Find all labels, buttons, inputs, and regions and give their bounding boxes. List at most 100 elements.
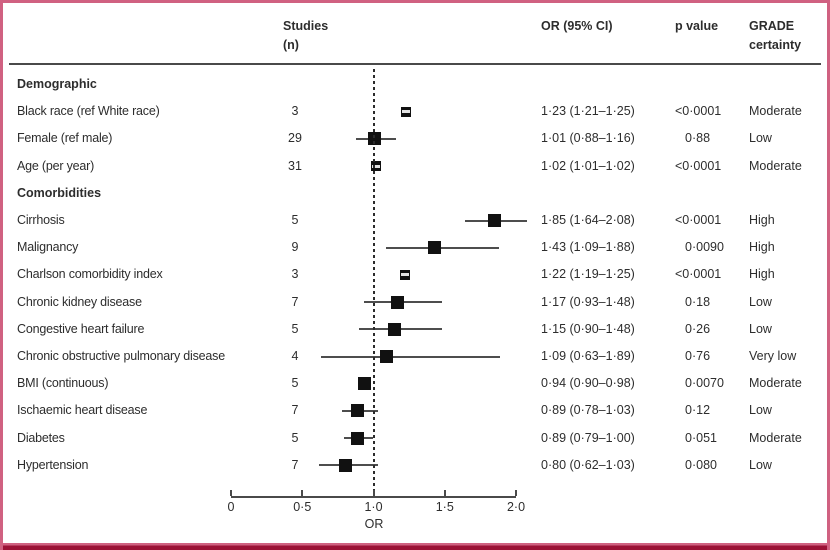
p-value: 0·051 bbox=[685, 430, 717, 445]
studies-count: 5 bbox=[291, 376, 299, 391]
group-header-label: Comorbidities bbox=[17, 185, 102, 200]
p-value: 0·26 bbox=[685, 321, 711, 336]
point-marker-ci-stripe bbox=[400, 273, 409, 277]
grade-certainty-value: Low bbox=[749, 131, 772, 146]
studies-count: 3 bbox=[291, 267, 299, 282]
grade-certainty-value: Very low bbox=[749, 349, 797, 363]
forest-row: Congestive heart failure 5 1·15 (0·90–1·48… bbox=[3, 316, 827, 343]
studies-count: 4 bbox=[291, 349, 299, 363]
point-marker bbox=[391, 295, 405, 309]
column-header-studies-line1: Studies bbox=[283, 19, 329, 33]
axis-tick-label: 1·0 bbox=[364, 500, 383, 514]
or-ci-value: 1·22 (1·19–1·25) bbox=[541, 267, 635, 282]
or-ci-value: 1·15 (0·90–1·48) bbox=[541, 321, 635, 336]
p-value: 0·12 bbox=[685, 403, 711, 418]
row-label: Age (per year) bbox=[17, 158, 95, 173]
row-label: Charlson comorbidity index bbox=[17, 267, 163, 282]
x-axis-tick bbox=[372, 490, 375, 496]
x-axis-tick bbox=[230, 490, 232, 496]
axis-tick-label: 2·0 bbox=[506, 500, 526, 514]
or-ci-value: 1·02 (1·01–1·02) bbox=[541, 158, 635, 173]
axis-tick-label: 0 bbox=[227, 500, 235, 514]
forest-row: Chronic kidney disease 7 1·17 (0·93–1·48) 0… bbox=[3, 289, 827, 316]
grade-certainty-value: Moderate bbox=[749, 158, 802, 173]
group-header-label: Demographic bbox=[17, 77, 97, 91]
row-label: Cirrhosis bbox=[17, 213, 65, 227]
reference-line-dotted bbox=[372, 69, 375, 496]
row-label: Chronic kidney disease bbox=[17, 294, 142, 309]
grade-certainty-value: Low bbox=[749, 403, 772, 418]
forest-row: Cirrhosis 5 1·85 (1·64–2·08) <0·0001 High bbox=[3, 207, 827, 234]
studies-count: 3 bbox=[291, 104, 299, 119]
or-ci-value: 1·43 (1·09–1·88) bbox=[541, 240, 635, 255]
point-marker bbox=[428, 241, 442, 255]
row-label: Black race (ref White race) bbox=[17, 104, 160, 119]
p-value: 0·080 bbox=[685, 457, 717, 472]
forest-row: Chronic obstructive pulmonary disease 4 1·… bbox=[3, 343, 827, 370]
forest-row: BMI (continuous) 5 0·94 (0·90–0·98) 0·0070 M… bbox=[3, 370, 827, 397]
forest-row: Charlson comorbidity index 3 1·22 (1·19–1·… bbox=[3, 261, 827, 288]
row-label: Ischaemic heart disease bbox=[17, 403, 148, 418]
point-marker bbox=[401, 106, 412, 117]
p-value: <0·0001 bbox=[675, 213, 722, 227]
axis-tick-label: 1·5 bbox=[435, 500, 454, 514]
point-marker bbox=[399, 269, 410, 280]
bottom-red-rule bbox=[3, 543, 827, 550]
studies-count: 5 bbox=[291, 213, 299, 227]
row-label: Hypertension bbox=[17, 457, 89, 472]
row-label: Diabetes bbox=[17, 430, 65, 445]
p-value: <0·0001 bbox=[675, 104, 722, 119]
forest-row: Female (ref male) 29 1·01 (0·88–1·16) 0·88 L… bbox=[3, 125, 827, 152]
x-axis-title: OR bbox=[364, 517, 384, 531]
p-value: 0·0070 bbox=[685, 376, 724, 391]
forest-row: Black race (ref White race) 3 1·23 (1·21–1… bbox=[3, 98, 827, 125]
row-label: Chronic obstructive pulmonary disease bbox=[17, 349, 225, 363]
grade-certainty-value: Low bbox=[749, 321, 772, 336]
or-ci-value: 1·17 (0·93–1·48) bbox=[541, 294, 635, 309]
or-ci-value: 1·09 (0·63–1·89) bbox=[541, 349, 635, 363]
grade-certainty-value: High bbox=[749, 267, 775, 282]
or-ci-value: 0·89 (0·79–1·00) bbox=[541, 430, 635, 445]
point-marker bbox=[351, 431, 365, 445]
point-marker bbox=[351, 404, 365, 418]
column-header-studies-line2: (n) bbox=[283, 38, 299, 52]
x-axis-tick bbox=[515, 490, 517, 496]
studies-count: 5 bbox=[291, 430, 299, 445]
row-label: Malignancy bbox=[17, 240, 79, 255]
column-header-grade: GRADE certainty bbox=[749, 17, 801, 55]
studies-count: 29 bbox=[288, 131, 302, 146]
column-header-grade-line1: GRADE bbox=[749, 19, 795, 33]
grade-certainty-value: Moderate bbox=[749, 104, 802, 119]
p-value: <0·0001 bbox=[675, 158, 722, 173]
column-header-studies: Studies (n) bbox=[283, 17, 328, 55]
or-ci-value: 1·23 (1·21–1·25) bbox=[541, 104, 635, 119]
grade-certainty-value: High bbox=[749, 213, 775, 227]
grade-certainty-value: High bbox=[749, 240, 775, 255]
p-value: 0·88 bbox=[685, 131, 711, 146]
row-label: Congestive heart failure bbox=[17, 321, 145, 336]
studies-count: 5 bbox=[291, 321, 299, 336]
point-marker bbox=[488, 214, 502, 227]
studies-count: 7 bbox=[291, 294, 299, 309]
column-header-grade-line2: certainty bbox=[749, 38, 802, 52]
p-value: <0·0001 bbox=[675, 267, 722, 282]
point-marker bbox=[388, 322, 402, 336]
x-axis-tick bbox=[443, 490, 446, 496]
forest-row: Ischaemic heart disease 7 0·89 (0·78–1·03)… bbox=[3, 397, 827, 424]
grade-certainty-value: Low bbox=[749, 294, 772, 309]
studies-count: 7 bbox=[291, 457, 299, 472]
point-marker-ci-stripe bbox=[402, 110, 411, 114]
header-separator-line bbox=[9, 63, 821, 65]
studies-count: 7 bbox=[291, 403, 299, 418]
column-header-or-ci: OR (95% CI) bbox=[541, 19, 613, 33]
forest-row: Age (per year) 31 1·02 (1·01–1·02) <0·0001 M… bbox=[3, 153, 827, 180]
grade-certainty-value: Moderate bbox=[749, 376, 802, 391]
axis-tick-label: 0·5 bbox=[293, 500, 312, 514]
studies-count: 31 bbox=[288, 158, 302, 173]
ci-line bbox=[320, 355, 501, 358]
point-marker bbox=[338, 458, 352, 472]
point-marker bbox=[358, 377, 372, 391]
studies-count: 9 bbox=[291, 240, 299, 255]
point-marker bbox=[379, 350, 393, 363]
